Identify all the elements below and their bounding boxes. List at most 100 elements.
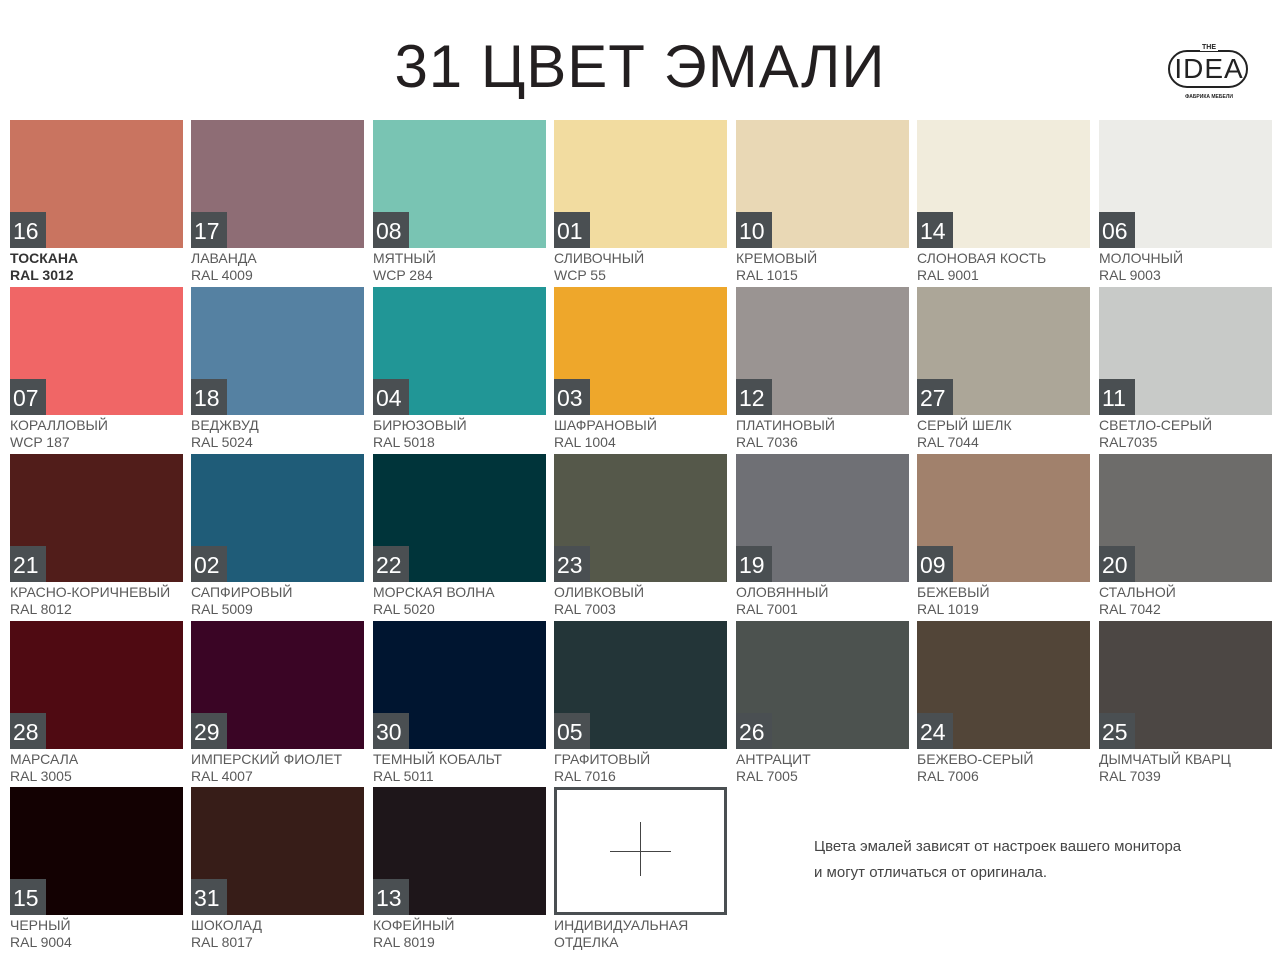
swatch-24[interactable]: 24 БЕЖЕВО-СЕРЫЙ RAL 7006 [917,621,1090,785]
swatch-16[interactable]: 16 ТОСКАНА RAL 3012 [10,120,183,284]
swatch-name: ТОСКАНА [10,250,79,266]
color-chip[interactable]: 09 [917,454,1090,582]
color-chip[interactable]: 20 [1099,454,1272,582]
swatch-06[interactable]: 06 МОЛОЧНЫЙ RAL 9003 [1099,120,1272,284]
swatch-code: RAL 9001 [917,267,979,283]
color-chip[interactable]: 18 [191,287,364,415]
swatch-09[interactable]: 09 БЕЖЕВЫЙ RAL 1019 [917,454,1090,618]
color-chip[interactable]: 19 [736,454,909,582]
swatch-19[interactable]: 19 ОЛОВЯННЫЙ RAL 7001 [736,454,909,618]
color-chip[interactable]: 23 [554,454,727,582]
color-chip[interactable]: 12 [736,287,909,415]
color-chip[interactable]: 13 [373,787,546,915]
swatch-code: RAL 7044 [917,434,979,450]
color-chip[interactable]: 01 [554,120,727,248]
color-chip[interactable]: 15 [10,787,183,915]
swatch-02[interactable]: 02 САПФИРОВЫЙ RAL 5009 [191,454,364,618]
swatch-17[interactable]: 17 ЛАВАНДА RAL 4009 [191,120,364,284]
swatch-code: RAL 8019 [373,934,435,950]
color-chip[interactable]: 11 [1099,287,1272,415]
number-badge: 16 [10,212,46,248]
swatch-name: ШОКОЛАД [191,917,262,933]
color-chip[interactable]: 08 [373,120,546,248]
number-badge: 29 [191,713,227,749]
color-chip[interactable]: 22 [373,454,546,582]
swatch-name: СВЕТЛО-СЕРЫЙ [1099,417,1213,433]
color-chip[interactable]: 05 [554,621,727,749]
color-chip[interactable]: 29 [191,621,364,749]
color-chip[interactable]: 16 [10,120,183,248]
color-chip[interactable]: 14 [917,120,1090,248]
color-chip[interactable]: 27 [917,287,1090,415]
swatch-code: RAL 7016 [554,768,616,784]
swatch-11[interactable]: 11 СВЕТЛО-СЕРЫЙ RAL7035 [1099,287,1272,451]
swatch-18[interactable]: 18 ВЕДЖВУД RAL 5024 [191,287,364,451]
color-chip[interactable]: 06 [1099,120,1272,248]
swatch-01[interactable]: 01 СЛИВОЧНЫЙ WCP 55 [554,120,727,284]
swatch-20[interactable]: 20 СТАЛЬНОЙ RAL 7042 [1099,454,1272,618]
swatch-31[interactable]: 31 ШОКОЛАД RAL 8017 [191,787,364,951]
color-chip[interactable]: 07 [10,287,183,415]
swatch-26[interactable]: 26 АНТРАЦИТ RAL 7005 [736,621,909,785]
custom-chip[interactable] [554,787,727,915]
number-badge: 02 [191,546,227,582]
color-chip[interactable]: 21 [10,454,183,582]
swatch-name: БИРЮЗОВЫЙ [373,417,467,433]
swatch-15[interactable]: 15 ЧЕРНЫЙ RAL 9004 [10,787,183,951]
swatch-25[interactable]: 25 ДЫМЧАТЫЙ КВАРЦ RAL 7039 [1099,621,1272,785]
color-chip[interactable]: 31 [191,787,364,915]
swatch-name: ОЛОВЯННЫЙ [736,584,829,600]
swatch-code: RAL 7006 [917,768,979,784]
swatch-12[interactable]: 12 ПЛАТИНОВЫЙ RAL 7036 [736,287,909,451]
number-badge: 07 [10,379,46,415]
swatch-code: RAL 5018 [373,434,435,450]
swatch-30[interactable]: 30 ТЕМНЫЙ КОБАЛЬТ RAL 5011 [373,621,546,785]
swatch-04[interactable]: 04 БИРЮЗОВЫЙ RAL 5018 [373,287,546,451]
swatch-name: КОФЕЙНЫЙ [373,917,455,933]
swatch-13[interactable]: 13 КОФЕЙНЫЙ RAL 8019 [373,787,546,951]
swatch-name: МОРСКАЯ ВОЛНА [373,584,495,600]
swatch-name: МЯТНЫЙ [373,250,436,266]
color-chip[interactable]: 25 [1099,621,1272,749]
swatch-code: RAL 7042 [1099,601,1161,617]
color-chip[interactable]: 17 [191,120,364,248]
color-chip[interactable]: 10 [736,120,909,248]
swatch-10[interactable]: 10 КРЕМОВЫЙ RAL 1015 [736,120,909,284]
swatch-name: СЕРЫЙ ШЕЛК [917,417,1012,433]
swatch-21[interactable]: 21 КРАСНО-КОРИЧНЕВЫЙ RAL 8012 [10,454,183,618]
swatch-29[interactable]: 29 ИМПЕРСКИЙ ФИОЛЕТ RAL 4007 [191,621,364,785]
number-badge: 24 [917,713,953,749]
swatch-22[interactable]: 22 МОРСКАЯ ВОЛНА RAL 5020 [373,454,546,618]
swatch-custom[interactable]: ИНДИВИДУАЛЬНАЯ ОТДЕЛКА [554,787,727,951]
color-chip[interactable]: 02 [191,454,364,582]
color-chip[interactable]: 30 [373,621,546,749]
disclaimer-note: Цвета эмалей зависят от настроек вашего … [814,834,1181,886]
swatch-05[interactable]: 05 ГРАФИТОВЫЙ RAL 7016 [554,621,727,785]
number-badge: 20 [1099,546,1135,582]
color-chip[interactable]: 26 [736,621,909,749]
number-badge: 01 [554,212,590,248]
swatch-28[interactable]: 28 МАРСАЛА RAL 3005 [10,621,183,785]
swatch-27[interactable]: 27 СЕРЫЙ ШЕЛК RAL 7044 [917,287,1090,451]
number-badge: 19 [736,546,772,582]
swatch-code: RAL 3012 [10,267,74,283]
number-badge: 18 [191,379,227,415]
swatch-03[interactable]: 03 ШАФРАНОВЫЙ RAL 1004 [554,287,727,451]
swatch-code: RAL7035 [1099,434,1158,450]
swatch-07[interactable]: 07 КОРАЛЛОВЫЙ WCP 187 [10,287,183,451]
swatch-14[interactable]: 14 СЛОНОВАЯ КОСТЬ RAL 9001 [917,120,1090,284]
swatch-code: RAL 7003 [554,601,616,617]
color-chip[interactable]: 28 [10,621,183,749]
swatch-name: АНТРАЦИТ [736,751,811,767]
swatch-code: WCP 55 [554,267,606,283]
color-chip[interactable]: 24 [917,621,1090,749]
color-chip[interactable]: 04 [373,287,546,415]
swatch-name: ЧЕРНЫЙ [10,917,71,933]
swatch-23[interactable]: 23 ОЛИВКОВЫЙ RAL 7003 [554,454,727,618]
swatch-code: RAL 3005 [10,768,72,784]
swatch-name: ШАФРАНОВЫЙ [554,417,657,433]
number-badge: 10 [736,212,772,248]
color-chip[interactable]: 03 [554,287,727,415]
swatch-name: БЕЖЕВО-СЕРЫЙ [917,751,1034,767]
swatch-08[interactable]: 08 МЯТНЫЙ WCP 284 [373,120,546,284]
